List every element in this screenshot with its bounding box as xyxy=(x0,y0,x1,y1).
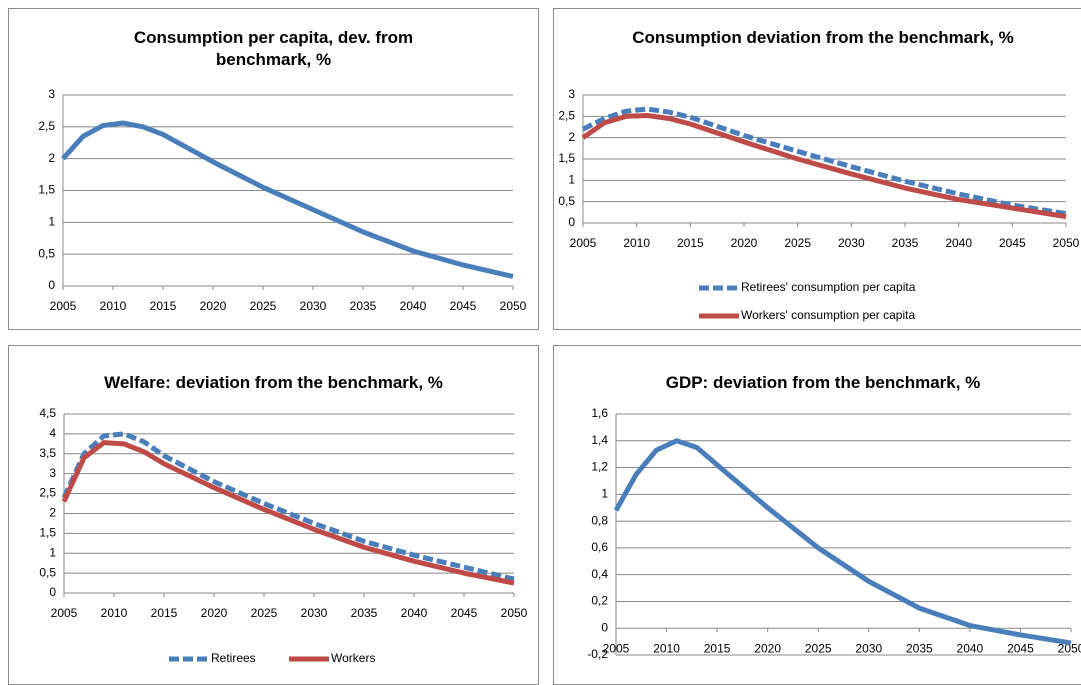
y-tick-label: 3 xyxy=(48,87,55,101)
chart: 0 0,5 1 1,5 2 2,5 3 2005 2010 2015 2020 2025 2030 203… xyxy=(38,87,527,313)
data-line xyxy=(613,438,1072,646)
x-tick-label: 2030 xyxy=(838,236,865,250)
x-tick-label: 2025 xyxy=(251,606,278,620)
y-tick-label: 4 xyxy=(49,426,56,440)
y-tick-label: 2,5 xyxy=(38,119,55,133)
y-tick-label: 2,5 xyxy=(39,486,56,500)
data-line xyxy=(61,440,515,586)
x-tick-label: 2005 xyxy=(603,641,630,655)
y-tick-label: 2,5 xyxy=(558,109,575,123)
y-tick-label: 0 xyxy=(49,585,56,599)
y-tick-label: 1 xyxy=(568,173,575,187)
x-tick-label: 2005 xyxy=(50,299,77,313)
x-tick-label: 2045 xyxy=(451,606,478,620)
x-tick-label: 2020 xyxy=(754,641,781,655)
x-tick-label: 2005 xyxy=(51,606,78,620)
y-tick-label: 0,6 xyxy=(591,540,608,554)
x-tick-label: 2035 xyxy=(906,641,933,655)
chart-title: Welfare: deviation from the benchmark, % xyxy=(104,373,443,392)
y-tick-label: 3,5 xyxy=(39,446,56,460)
x-tick-label: 2045 xyxy=(1007,641,1034,655)
x-tick-label: 2010 xyxy=(100,299,127,313)
legend-label: Workers xyxy=(331,651,375,665)
chart: 0 0,5 1 1,5 2 2,5 3 3,5 4 4,5 2005 2010 2015 2020 2025… xyxy=(39,406,528,665)
x-tick-label: 2050 xyxy=(1058,641,1081,655)
x-tick-label: 2020 xyxy=(200,299,227,313)
y-tick-label: 2 xyxy=(48,151,55,165)
y-tick-label: 0 xyxy=(601,620,608,634)
x-tick-label: 2050 xyxy=(1053,236,1080,250)
y-tick-label: -0,2 xyxy=(587,647,608,661)
y-tick-label: 1,4 xyxy=(591,433,608,447)
y-tick-label: 3 xyxy=(49,466,56,480)
x-tick-label: 2025 xyxy=(250,299,277,313)
y-tick-label: 0 xyxy=(568,215,575,229)
y-tick-label: 1,5 xyxy=(558,151,575,165)
x-tick-label: 2030 xyxy=(300,299,327,313)
chart: -0,2 0 0,2 0,4 0,6 0,8 1 1,2 1,4 1,6 2005 2010 2015 2… xyxy=(587,406,1081,661)
panel: Consumption per capita, dev. from benchm… xyxy=(8,8,539,330)
y-tick-label: 1 xyxy=(49,545,56,559)
data-line xyxy=(581,106,1067,217)
x-tick-label: 2025 xyxy=(805,641,832,655)
y-tick-label: 0,5 xyxy=(558,194,575,208)
y-tick-label: 3 xyxy=(568,87,575,101)
x-tick-label: 2035 xyxy=(351,606,378,620)
y-tick-label: 1,6 xyxy=(591,406,608,420)
x-tick-label: 2045 xyxy=(450,299,477,313)
x-tick-label: 2020 xyxy=(731,236,758,250)
y-tick-label: 1 xyxy=(601,487,608,501)
x-tick-label: 2050 xyxy=(500,299,527,313)
x-tick-label: 2040 xyxy=(400,299,427,313)
x-tick-label: 2030 xyxy=(301,606,328,620)
x-tick-label: 2050 xyxy=(501,606,528,620)
y-tick-label: 0,2 xyxy=(591,594,608,608)
x-tick-label: 2040 xyxy=(957,641,984,655)
x-tick-label: 2045 xyxy=(999,236,1026,250)
x-tick-label: 2005 xyxy=(570,236,597,250)
y-tick-label: 0,5 xyxy=(38,246,55,260)
x-tick-label: 2010 xyxy=(623,236,650,250)
x-tick-label: 2010 xyxy=(101,606,128,620)
x-tick-label: 2020 xyxy=(201,606,228,620)
y-tick-label: 1,5 xyxy=(38,183,55,197)
y-tick-label: 0,4 xyxy=(591,567,608,581)
panel: Consumption deviation from the benchmark… xyxy=(553,8,1081,330)
data-line xyxy=(61,431,515,582)
x-tick-label: 2040 xyxy=(401,606,428,620)
y-tick-label: 0,5 xyxy=(39,565,56,579)
legend-label: Workers' consumption per capita xyxy=(741,308,915,322)
y-tick-label: 1,2 xyxy=(591,460,608,474)
data-line xyxy=(581,112,1067,220)
y-tick-label: 2 xyxy=(568,130,575,144)
chart-title: Consumption per capita, dev. from benchm… xyxy=(133,28,414,69)
data-line xyxy=(61,120,514,279)
chart-title: GDP: deviation from the benchmark, % xyxy=(665,373,981,392)
x-tick-label: 2035 xyxy=(892,236,919,250)
x-tick-label: 2030 xyxy=(855,641,882,655)
legend-label: Retirees' consumption per capita xyxy=(741,280,916,294)
x-tick-label: 2015 xyxy=(150,299,177,313)
x-tick-label: 2010 xyxy=(653,641,680,655)
y-tick-label: 4,5 xyxy=(39,406,56,420)
x-tick-label: 2015 xyxy=(704,641,731,655)
x-tick-label: 2040 xyxy=(945,236,972,250)
x-tick-label: 2015 xyxy=(677,236,704,250)
x-tick-label: 2015 xyxy=(151,606,178,620)
y-tick-label: 1 xyxy=(48,215,55,229)
x-tick-label: 2025 xyxy=(784,236,811,250)
y-tick-label: 2 xyxy=(49,506,56,520)
chart-title: Consumption deviation from the benchmark… xyxy=(632,28,1014,47)
legend-label: Retirees xyxy=(211,651,256,665)
panel: Welfare: deviation from the benchmark, %… xyxy=(8,345,539,685)
y-tick-label: 0,8 xyxy=(591,513,608,527)
chart: 0 0,5 1 1,5 2 2,5 3 2005 2010 2015 2020 2025 2030 203… xyxy=(558,87,1080,322)
y-tick-label: 0 xyxy=(48,278,55,292)
panel: GDP: deviation from the benchmark, % -0,… xyxy=(553,345,1081,685)
y-tick-label: 1,5 xyxy=(39,526,56,540)
x-tick-label: 2035 xyxy=(350,299,377,313)
